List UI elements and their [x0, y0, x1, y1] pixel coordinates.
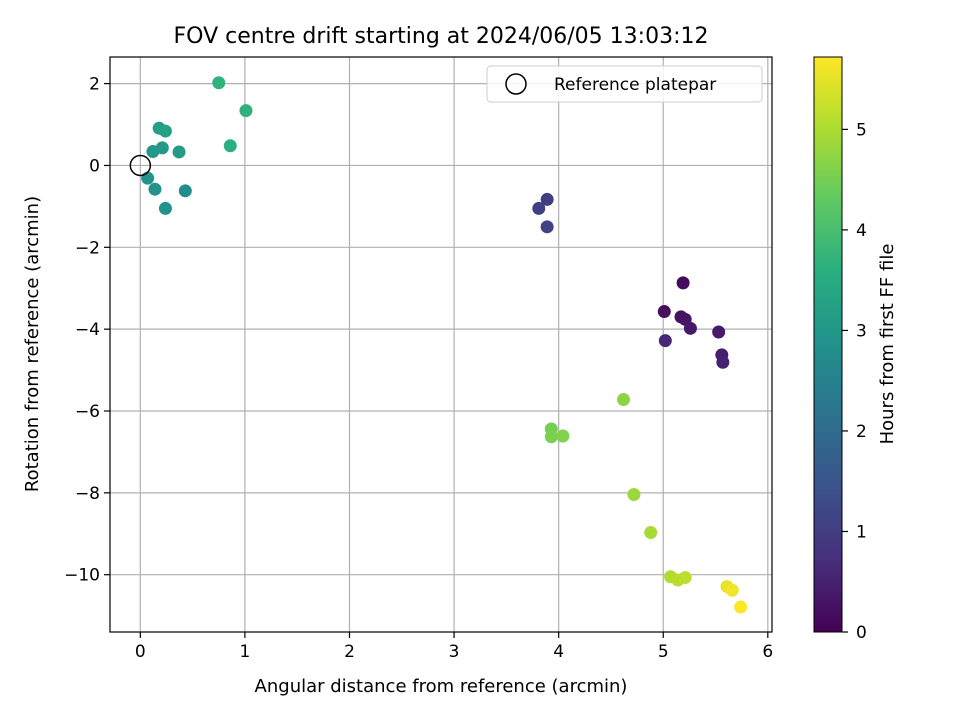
- data-point: [239, 104, 253, 118]
- data-point: [678, 571, 692, 585]
- y-tick-label: −8: [75, 484, 100, 504]
- legend-box: [486, 65, 763, 103]
- data-point: [658, 334, 672, 348]
- y-tick-label: −2: [75, 238, 100, 258]
- colorbar-label: Hours from first FF file: [877, 244, 898, 445]
- data-point: [158, 201, 172, 215]
- data-points: [141, 76, 748, 614]
- data-point: [212, 76, 226, 90]
- colorbar-tick-label: 1: [856, 522, 867, 542]
- data-point: [683, 321, 697, 335]
- colorbar-tick-label: 4: [856, 221, 867, 241]
- data-point: [172, 145, 186, 159]
- data-point: [616, 393, 630, 407]
- data-point: [676, 276, 690, 290]
- colorbar-tick-label: 2: [856, 422, 867, 442]
- data-point: [223, 139, 237, 153]
- x-tick-label: 2: [344, 642, 355, 662]
- data-point: [712, 325, 726, 339]
- grid: [110, 57, 772, 632]
- y-tick-label: −10: [64, 566, 100, 586]
- y-axis-label: Rotation from reference (arcmin): [22, 196, 43, 492]
- data-point: [141, 171, 155, 185]
- data-point: [725, 583, 739, 597]
- data-point: [544, 430, 558, 444]
- colorbar-ticks: 0 1 2 3 4 5: [842, 120, 867, 643]
- y-axis-ticks: 2 0 −2 −4 −6 −8 −10: [64, 75, 110, 586]
- legend: Reference platepar: [486, 65, 763, 103]
- x-tick-label: 3: [449, 642, 460, 662]
- data-point: [540, 220, 554, 234]
- data-point: [734, 600, 748, 614]
- data-point: [540, 192, 554, 206]
- data-point: [657, 305, 671, 319]
- x-tick-label: 5: [658, 642, 669, 662]
- x-axis-ticks: 0 1 2 3 4 5 6: [135, 632, 773, 662]
- x-tick-label: 0: [135, 642, 146, 662]
- y-tick-label: 0: [89, 156, 100, 176]
- reference-platepar-marker: [129, 154, 152, 177]
- x-axis-label: Angular distance from reference (arcmin): [255, 676, 628, 697]
- legend-marker: [505, 73, 527, 95]
- y-tick-label: 2: [89, 75, 100, 95]
- data-point: [148, 182, 162, 196]
- data-point: [627, 487, 641, 501]
- colorbar: 0 1 2 3 4 5 Hours from first FF file: [813, 56, 898, 643]
- x-tick-label: 4: [553, 642, 564, 662]
- data-point: [178, 184, 192, 198]
- plot-frame: [109, 56, 773, 633]
- data-point: [155, 141, 169, 155]
- data-point: [556, 429, 570, 443]
- data-point: [532, 201, 546, 215]
- data-point: [158, 124, 172, 138]
- x-tick-label: 6: [762, 642, 773, 662]
- y-tick-label: −6: [75, 402, 100, 422]
- colorbar-tick-label: 5: [856, 120, 867, 140]
- y-tick-label: −4: [75, 320, 100, 340]
- data-point: [644, 526, 658, 540]
- chart-title: FOV centre drift starting at 2024/06/05 …: [174, 24, 709, 49]
- x-tick-label: 1: [239, 642, 250, 662]
- legend-label: Reference platepar: [554, 75, 716, 95]
- data-point: [716, 355, 730, 369]
- colorbar-gradient: [813, 56, 843, 633]
- colorbar-tick-label: 3: [856, 321, 867, 341]
- colorbar-tick-label: 0: [856, 623, 867, 643]
- reference-marker-layer: [129, 154, 152, 177]
